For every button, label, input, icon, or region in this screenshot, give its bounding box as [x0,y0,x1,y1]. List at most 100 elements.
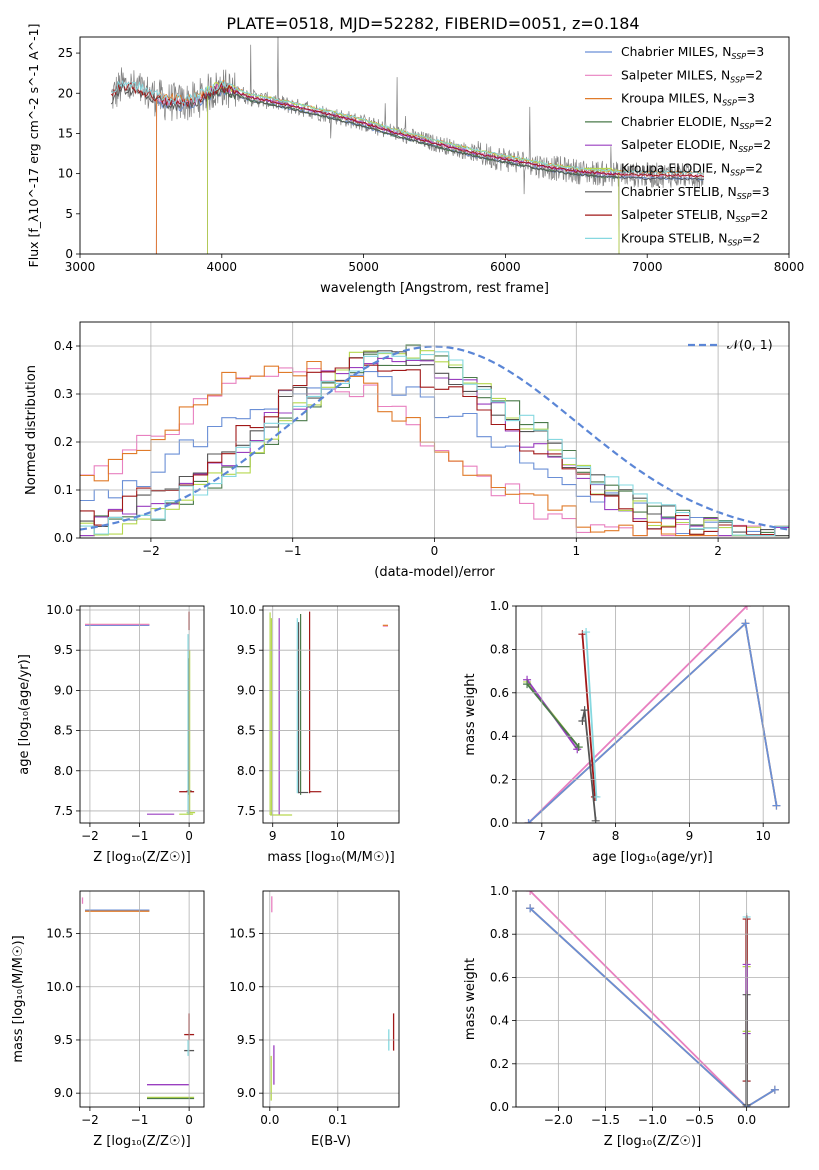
legend-label-salpeter_elodie: Salpeter ELODIE, NSSP=2 [621,138,771,154]
age-weight-xtick-label: 9 [686,829,694,843]
legend-label-kroupa_miles: Kroupa MILES, NSSP=3 [621,92,755,108]
z-mass-xlabel: Z [log₁₀(Z/Z☉)] [93,1134,190,1149]
age-weight-ytick-label: 1.0 [490,599,509,613]
residual-hist-ytick-label: 0.0 [54,531,73,545]
chabrier_miles-z-weight-line [529,907,776,1107]
chabrier_miles-age-weight-line [527,621,778,823]
age-weight-frame [515,605,790,824]
z-age-ytick-label: 9.5 [54,643,73,657]
mass-age-ytick-label: 9.0 [237,683,256,697]
chabrier_miles-age-weight-point [772,801,781,810]
legend-label-chabrier_miles: Chabrier MILES, NSSP=3 [621,45,764,61]
chabrier_elodie-age-weight-point [574,743,583,752]
z-weight-frame [515,890,790,1108]
spectrum-panel: 3000 4000 5000 6000 7000 8000 0 5 10 15 20 25 wavele… [26,24,804,296]
residual-hist-xlabel: (data-model)/error [374,565,495,580]
z-weight-ytick-label: 0.4 [490,1014,509,1028]
z-age-ylabel: age [log₁₀(age/yr)] [17,654,32,775]
observed-spectrum-line [111,37,705,195]
spectrum-xtick-label: 7000 [632,260,663,274]
spectrum-plot-area [110,37,705,254]
z-age-ytick-label: 8.0 [54,764,73,778]
z-weight-ytick-label: 0.6 [490,970,509,984]
age-weight-ytick-label: 0.2 [490,773,509,787]
residual-hist-ytick-label: 0.1 [54,483,73,497]
residual-hist-xtick-label: 1 [572,544,580,558]
z-mass-ytick-label: 10.5 [46,927,73,941]
age-weight-panel: 7 8 9 10 0.0 0.2 0.4 0.6 0.8 1.0 age [log₁₀(age/yr… [463,599,790,865]
spectrum-xtick-label: 8000 [774,260,805,274]
mass-age-xlabel: mass [log₁₀(M/M☉)] [267,850,394,865]
hist-legend: 𝒩(0, 1) [688,337,773,352]
mass-age-panel: 9 10 7.5 8.0 8.5 9.0 9.5 10.0 mass [log₁₀(M/M☉)] [229,603,400,865]
z-age-plot-area [85,611,196,815]
age-weight-ytick-label: 0.0 [490,816,509,830]
z-weight-ylabel: mass weight [463,958,478,1040]
salpeter_miles-z-weight-point [526,891,535,895]
age-weight-plot-area [523,606,781,823]
z-age-xlabel: Z [log₁₀(Z/Z☉)] [93,850,190,865]
z-mass-xtick-label: 0 [185,1113,193,1127]
residual-hist-panel: −2 −1 0 1 2 0.0 0.1 0.2 0.3 0.4 (data-model)/error… [24,321,790,580]
salpeter_stelib-age-weight-line [581,634,596,798]
spectrum-ylabel: Flux [f_λ10^-17 erg cm^-2 s^-1 A^-1] [26,24,41,268]
ebv-mass-xtick-label: 0.1 [328,1113,347,1127]
kroupa_stelib-age-weight-point [582,628,591,637]
age-weight-ylabel: mass weight [463,673,478,755]
ebv-mass-panel: 0.0 0.1 9.0 9.5 10.0 10.5 E(B-V) [229,890,400,1149]
ebv-mass-xlabel: E(B-V) [311,1134,351,1149]
z-weight-xtick-label: 0.0 [737,1113,756,1127]
z-age-ytick-label: 10.0 [46,603,73,617]
z-age-panel: −2 −1 0 7.5 8.0 8.5 9.0 9.5 10.0 Z [log₁₀(Z/Z☉)] a… [17,603,205,865]
legend-label-salpeter_miles: Salpeter MILES, NSSP=2 [621,68,763,84]
z-age-ytick-label: 7.5 [54,804,73,818]
residual-hist-frame [79,321,790,539]
residual-hist-ytick-label: 0.2 [54,435,73,449]
salpeter_stelib-age-weight-point [578,630,587,639]
z-weight-xlabel: Z [log₁₀(Z/Z☉)] [604,1134,701,1149]
chabrier_miles-z-weight-point [770,1085,779,1094]
z-weight-ytick-label: 0.0 [490,1100,509,1114]
residual-hist-ylabel: Normed distribution [24,365,39,495]
spectrum-ytick-label: 15 [58,126,73,140]
age-weight-ytick-label: 0.6 [490,686,509,700]
normal-legend-label: 𝒩(0, 1) [727,337,773,352]
mass-age-ytick-label: 7.5 [237,804,256,818]
chabrier_elodie-age-weight-point [523,680,532,689]
kroupa_stelib-model-line [111,79,705,175]
mass-age-xtick-label: 9 [269,829,277,843]
mass-age-plot-area [269,611,388,816]
chabrier_miles-z-weight-point [526,904,535,913]
age-weight-xtick-label: 8 [612,829,620,843]
z-weight-xtick-label: −2.0 [544,1113,573,1127]
age-weight-xtick-label: 7 [538,829,546,843]
salpeter_miles-z-weight-line [529,891,748,1107]
salpeter_miles-age-weight-line [527,606,748,823]
spectrum-xtick-label: 5000 [348,260,379,274]
z-age-ytick-label: 8.5 [54,724,73,738]
mass-age-ytick-label: 8.5 [237,724,256,738]
legend-label-kroupa_stelib: Kroupa STELIB, NSSP=2 [621,231,760,247]
residual-hist-ytick-label: 0.4 [54,339,73,353]
age-weight-xtick-label: 10 [756,829,771,843]
ebv-mass-frame [262,890,400,1108]
spectrum-ytick-label: 0 [65,247,73,261]
ebv-mass-ytick-label: 9.0 [237,1086,256,1100]
salpeter_stelib-model-line [110,81,705,178]
legend-label-chabrier_stelib: Chabrier STELIB, NSSP=3 [621,185,770,201]
residual-hist-xtick-label: −2 [142,544,160,558]
z-mass-plot-area [81,897,195,1100]
z-weight-panel: −2.0 −1.5 −1.0 −0.5 0.0 0.0 0.2 0.4 0.6 0.8 1.0 Z [… [463,884,790,1149]
spectrum-xtick-label: 3000 [65,260,96,274]
spectrum-ytick-label: 20 [58,86,73,100]
mass-age-xtick-label: 10 [330,829,345,843]
residual-hist-ytick-label: 0.3 [54,387,73,401]
mass-age-frame [262,605,400,824]
z-weight-ytick-label: 0.8 [490,927,509,941]
kroupa_stelib-age-weight-line [585,631,598,798]
z-age-frame [79,605,205,824]
z-mass-ylabel: mass [log₁₀(M/M☉)] [11,935,26,1062]
z-mass-frame [79,890,205,1108]
z-age-xtick-label: −2 [81,829,99,843]
